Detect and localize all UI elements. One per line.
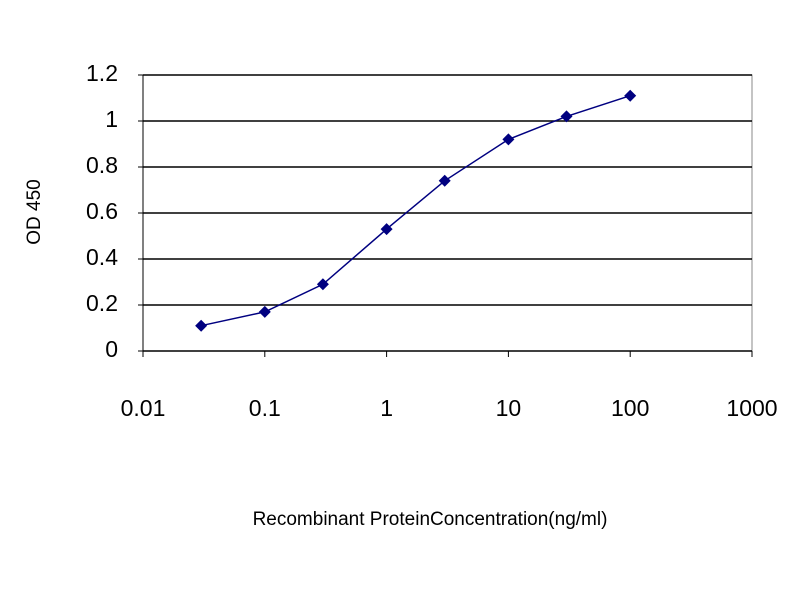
marker xyxy=(316,278,329,291)
marker xyxy=(438,174,451,187)
marker xyxy=(560,110,573,123)
marker xyxy=(195,319,208,332)
x-tick-label: 1 xyxy=(380,395,393,421)
y-tick-label: 1.2 xyxy=(86,60,118,86)
y-tick-label: 0.4 xyxy=(86,244,118,270)
x-tick-label: 0.1 xyxy=(249,395,281,421)
y-axis-label: OD 450 xyxy=(24,179,45,244)
marker xyxy=(258,305,271,318)
y-tick-label: 0 xyxy=(105,336,118,362)
y-tick-label: 0.2 xyxy=(86,290,118,316)
x-tick-label: 100 xyxy=(611,395,649,421)
x-axis-label: Recombinant ProteinConcentration(ng/ml) xyxy=(253,509,608,530)
line xyxy=(200,94,631,327)
y-tick-label: 0.8 xyxy=(86,152,118,178)
marker xyxy=(502,133,515,146)
x-tick-label: 10 xyxy=(496,395,522,421)
y-tick-label: 1 xyxy=(105,106,118,132)
marker xyxy=(624,89,637,102)
x-tick-label: 1000 xyxy=(726,395,777,421)
marker xyxy=(380,223,393,236)
y-tick-label: 0.6 xyxy=(86,198,118,224)
x-tick-label: 0.01 xyxy=(121,395,166,421)
